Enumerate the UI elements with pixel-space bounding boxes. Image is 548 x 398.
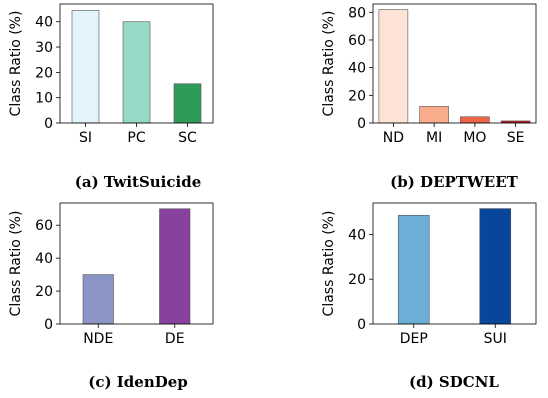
chart-caption: (b) DEPTWEET [390, 173, 518, 191]
y-axis-label: Class Ratio (%) [321, 11, 337, 117]
y-tick-label: 20 [348, 272, 366, 288]
x-tick-label: ND [383, 130, 404, 146]
y-tick-label: 40 [348, 61, 366, 77]
y-tick-label: 10 [35, 91, 53, 107]
x-tick-label: PC [127, 130, 145, 146]
y-tick-label: 20 [35, 65, 53, 81]
y-tick-label: 40 [35, 15, 53, 31]
bar-nde [82, 274, 114, 325]
bar-pc [122, 21, 151, 124]
plot-frame [372, 3, 537, 124]
plot-frame [372, 202, 537, 325]
x-tick-label: SUI [484, 331, 507, 347]
y-tick-label: 20 [348, 88, 366, 104]
bar-sc [173, 83, 202, 124]
y-tick-label: 40 [35, 251, 53, 267]
chart-caption: (d) SDCNL [409, 373, 499, 391]
y-tick-label: 20 [35, 284, 53, 300]
bar-mo [460, 116, 490, 124]
y-tick-label: 0 [44, 116, 53, 132]
x-tick-label: SE [507, 130, 525, 146]
x-tick-label: DE [165, 331, 185, 347]
y-tick-label: 60 [348, 33, 366, 49]
plot-frame [59, 202, 214, 325]
x-tick-label: SC [178, 130, 197, 146]
chart-caption: (c) IdenDep [88, 373, 188, 391]
y-axis-label: Class Ratio (%) [8, 211, 24, 317]
bar-de [159, 208, 191, 325]
chart-panel-1: 0 10 20 30 40 SI PC SC Class Ratio (%) (a) TwitSu… [8, 3, 214, 191]
y-axis-label: Class Ratio (%) [321, 211, 337, 317]
y-tick-label: 0 [44, 317, 53, 333]
y-axis-label: Class Ratio (%) [8, 11, 24, 117]
y-tick-label: 30 [35, 40, 53, 56]
y-tick-label: 0 [357, 317, 366, 333]
y-tick-label: 80 [348, 5, 366, 21]
x-tick-label: SI [79, 130, 92, 146]
x-tick-label: MI [426, 130, 442, 146]
bar-si [71, 10, 100, 124]
x-tick-label: MO [463, 130, 486, 146]
y-tick-label: 40 [348, 227, 366, 243]
chart-panel-3: 0 20 40 60 NDE DE Class Ratio (%) (c) IdenDep [8, 202, 214, 391]
x-tick-label: NDE [83, 331, 113, 347]
x-tick-label: DEP [400, 331, 428, 347]
chart-panel-4: 0 20 40 DEP SUI Class Ratio (%) (d) SDCNL [321, 202, 537, 391]
bar-sui [479, 208, 512, 325]
bar-mi [419, 106, 449, 124]
bar-dep [397, 215, 430, 325]
bar-nd [378, 9, 409, 124]
chart-panel-2: 0 20 40 60 80 ND MI MO SE Class Ratio (%) (b) DEPT… [321, 3, 537, 191]
y-tick-label: 60 [35, 218, 53, 234]
chart-caption: (a) TwitSuicide [75, 173, 202, 191]
y-tick-label: 0 [357, 116, 366, 132]
